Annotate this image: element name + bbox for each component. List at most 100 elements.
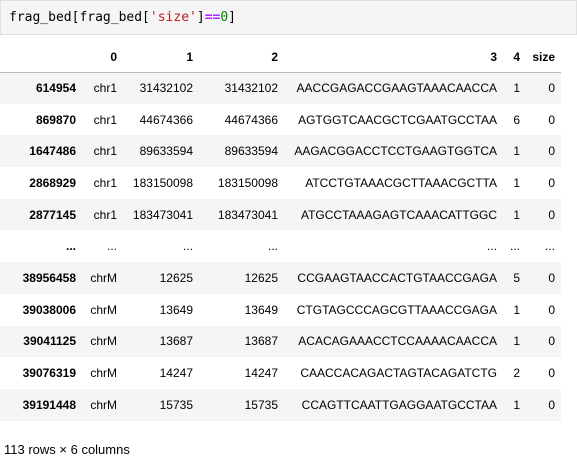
table-cell: 0: [548, 397, 555, 412]
column-header: 0: [82, 42, 123, 73]
table-row: 869870 chr1 44674366 44674366 AGTGGTCAACGCTC…: [0, 103, 561, 136]
table-cell: chrM: [90, 302, 117, 317]
table-cell: 89633594: [139, 144, 193, 159]
table-cell: 0: [548, 112, 555, 127]
table-cell: 12625: [159, 270, 193, 285]
table-cell: AGTGGTCAACGCTCGAATGCCTAA: [298, 112, 497, 127]
table-cell: ...: [509, 239, 520, 254]
table-cell: 0: [548, 144, 555, 159]
table-cell: CCGAAGTAACCACTGTAACCGAGA: [297, 270, 497, 285]
table-cell: 1: [513, 397, 520, 412]
table-cell: chr1: [93, 207, 117, 222]
row-index: ...: [65, 239, 76, 254]
table-cell: chr1: [93, 81, 117, 96]
code-cell-input[interactable]: frag_bed[frag_bed['size']==0]: [0, 0, 577, 35]
table-cell: 6: [513, 112, 520, 127]
table-cell: 1: [513, 144, 520, 159]
table-cell: ...: [182, 239, 193, 254]
table-cell: 0: [548, 366, 555, 381]
code-token: frag_bed[frag_bed[: [9, 10, 150, 25]
table-cell: ATGCCTAAAGAGTCAAACATTGGC: [300, 207, 497, 222]
row-index: 39076319: [22, 366, 76, 381]
row-index: 39038006: [22, 302, 76, 317]
code-token: ==: [204, 10, 221, 25]
table-cell: 183473041: [132, 207, 193, 222]
code-token: 0: [220, 10, 229, 25]
table-cell: AAGACGGACCTCCTGAAGTGGTCA: [294, 144, 497, 159]
table-cell: chrM: [90, 366, 117, 381]
index-header: [0, 42, 82, 73]
table-cell: 1: [513, 302, 520, 317]
table-cell: ...: [267, 239, 278, 254]
table-cell: 12625: [244, 270, 278, 285]
table-cell: 13649: [244, 302, 278, 317]
table-cell: ACACAGAAACCTCCAAAACAACCA: [298, 334, 497, 349]
table-cell: 1: [513, 175, 520, 190]
table-cell: AACCGAGACCGAAGTAAACAACCA: [296, 81, 497, 96]
table-cell: 5: [513, 270, 520, 285]
table-cell: 0: [548, 175, 555, 190]
table-cell: 13687: [159, 334, 193, 349]
code-token: ]: [196, 10, 205, 25]
table-cell: 0: [548, 270, 555, 285]
table-cell: ...: [106, 239, 117, 254]
row-index: 2877145: [29, 207, 76, 222]
table-row: 39038006 chrM 13649 13649 CTGTAGCCCAGCGTTAAA…: [0, 293, 561, 326]
table-cell: 14247: [244, 366, 278, 381]
table-cell: 89633594: [224, 144, 278, 159]
table-cell: ATCCTGTAAACGCTTAAACGCTTA: [305, 175, 497, 190]
table-header: 0 1 2 3 4 size: [0, 42, 561, 73]
table-row: 38956458 chrM 12625 12625 CCGAAGTAACCACTGTAA…: [0, 262, 561, 294]
row-index: 38956458: [22, 270, 76, 285]
table-cell: 183150098: [217, 175, 278, 190]
table-cell: chr1: [93, 175, 117, 190]
column-header: 2: [199, 42, 284, 73]
table-cell: 31432102: [224, 81, 278, 96]
table-cell: 0: [548, 207, 555, 222]
table-cell: ...: [486, 239, 497, 254]
table-body: 614954 chr1 31432102 31432102 AACCGAGACCGAAG…: [0, 72, 561, 421]
table-cell: chr1: [93, 112, 117, 127]
table-cell: CAACCACAGACTAGTACAGATCTG: [300, 366, 497, 381]
table-cell: 183150098: [132, 175, 193, 190]
table-row: 614954 chr1 31432102 31432102 AACCGAGACCGAAG…: [0, 72, 561, 104]
table-cell: 183473041: [217, 207, 278, 222]
table-row: 2877145 chr1 183473041 183473041 ATGCCTAAAGA…: [0, 198, 561, 231]
dataframe-shape-summary: 113 rows × 6 columns: [4, 442, 130, 457]
table-row: 2868929 chr1 183150098 183150098 ATCCTGTAAAC…: [0, 167, 561, 199]
table-cell: 44674366: [224, 112, 278, 127]
table-row: .....................: [0, 230, 561, 263]
table-cell: 0: [548, 81, 555, 96]
table-cell: CTGTAGCCCAGCGTTAAACCGAGA: [296, 302, 497, 317]
column-header: 1: [123, 42, 199, 73]
column-header: 3: [284, 42, 503, 73]
column-header: 4: [503, 42, 526, 73]
table-cell: 15735: [244, 397, 278, 412]
table-cell: 44674366: [139, 112, 193, 127]
table-cell: 2: [513, 366, 520, 381]
header-row: 0 1 2 3 4 size: [0, 42, 561, 73]
table-cell: 1: [513, 207, 520, 222]
row-index: 39191448: [22, 397, 76, 412]
table-row: 1647486 chr1 89633594 89633594 AAGACGGACCTCC…: [0, 135, 561, 168]
table-cell: 14247: [159, 366, 193, 381]
table-cell: 13649: [159, 302, 193, 317]
table-row: 39041125 chrM 13687 13687 ACACAGAAACCTCCAAAA…: [0, 325, 561, 358]
table-cell: 13687: [244, 334, 278, 349]
table-cell: chrM: [90, 270, 117, 285]
table-cell: chr1: [93, 144, 117, 159]
code-token: 'size': [149, 10, 197, 25]
table-cell: chrM: [90, 397, 117, 412]
row-index: 2868929: [29, 175, 76, 190]
table-cell: CCAGTTCAATTGAGGAATGCCTAA: [301, 397, 497, 412]
table-row: 39191448 chrM 15735 15735 CCAGTTCAATTGAGGAAT…: [0, 388, 561, 421]
table-cell: 0: [548, 334, 555, 349]
row-index: 39041125: [23, 334, 76, 349]
row-index: 1647486: [29, 144, 76, 159]
dataframe-table: 0 1 2 3 4 size 614954 chr1 31432102 31432102 AACC…: [0, 42, 561, 421]
table-cell: 31432102: [139, 81, 193, 96]
code-token: ]: [228, 10, 236, 25]
table-cell: 15735: [159, 397, 193, 412]
table-cell: chrM: [90, 334, 117, 349]
